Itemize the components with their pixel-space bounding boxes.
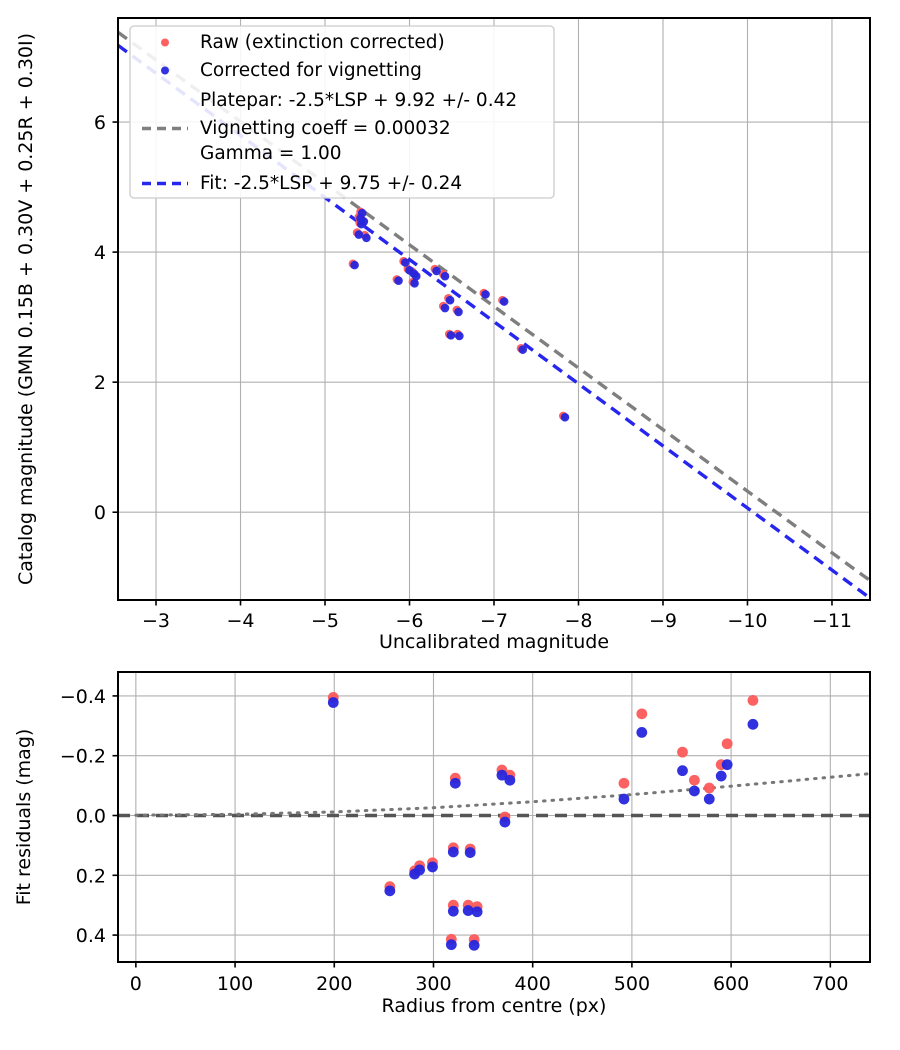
xtick-label: 600 — [713, 973, 749, 995]
legend-label: Raw (extinction corrected) — [200, 32, 445, 53]
data-point — [394, 276, 403, 285]
top-yaxis-label: Catalog magnitude (GMN 0.15B + 0.30V + 0… — [15, 33, 37, 585]
data-point — [355, 230, 364, 239]
xtick-label: −9 — [649, 610, 677, 632]
bottom-plot-area — [118, 672, 870, 962]
xtick-label: −4 — [227, 610, 255, 632]
ytick-label: −0.2 — [60, 746, 106, 768]
xtick-label: −6 — [395, 610, 423, 632]
data-point — [748, 719, 759, 730]
data-point — [362, 233, 371, 242]
legend-label: Platepar: -2.5*LSP + 9.92 +/- 0.42 — [200, 90, 517, 111]
ytick-label: 0.0 — [76, 806, 106, 828]
data-point — [619, 778, 630, 789]
xtick-label: −3 — [142, 610, 170, 632]
xtick-label: 200 — [316, 973, 352, 995]
data-point — [412, 272, 421, 281]
ytick-label: 0.4 — [76, 925, 106, 947]
data-point — [446, 296, 455, 305]
data-point — [441, 304, 450, 313]
data-point — [455, 332, 464, 341]
legend-label: Corrected for vignetting — [200, 60, 422, 81]
data-point — [481, 290, 490, 299]
legend-label: Gamma = 1.00 — [200, 143, 342, 164]
data-point — [500, 297, 509, 306]
top-axes: −3 −4 −5 −6 −7 −8 −9 −10 −11 0 2 4 6 Uncalibrated m… — [15, 18, 870, 653]
data-point — [518, 345, 527, 354]
data-point — [689, 786, 700, 797]
data-point — [504, 775, 515, 786]
data-point — [704, 783, 715, 794]
data-point — [619, 794, 630, 805]
data-point — [450, 778, 461, 789]
legend-marker — [161, 67, 169, 75]
data-point — [748, 695, 759, 706]
data-point — [500, 817, 511, 828]
xtick-label: −7 — [480, 610, 508, 632]
xtick-label: 700 — [812, 973, 848, 995]
data-point — [689, 775, 700, 786]
xtick-label: −8 — [564, 610, 592, 632]
xtick-label: 400 — [515, 973, 551, 995]
data-point — [328, 697, 339, 708]
legend-marker — [161, 39, 169, 47]
ytick-label: 2 — [94, 372, 106, 394]
figure-root: −3 −4 −5 −6 −7 −8 −9 −10 −11 0 2 4 6 Uncalibrated m… — [0, 0, 900, 1050]
data-point — [427, 862, 438, 873]
xtick-label: 300 — [415, 973, 451, 995]
xtick-label: 100 — [217, 973, 253, 995]
data-point — [414, 865, 425, 876]
data-point — [677, 765, 688, 776]
data-point — [561, 413, 570, 422]
data-point — [636, 708, 647, 719]
xtick-label: −11 — [812, 610, 852, 632]
data-point — [636, 727, 647, 738]
xtick-label: −10 — [727, 610, 767, 632]
data-point — [677, 747, 688, 758]
data-point — [446, 939, 457, 950]
data-point — [401, 258, 410, 267]
xtick-label: −5 — [311, 610, 339, 632]
data-point — [448, 906, 459, 917]
data-point — [350, 261, 359, 270]
legend-label: Vignetting coeff = 0.00032 — [200, 118, 451, 139]
data-point — [447, 331, 456, 340]
ytick-label: 4 — [94, 242, 106, 264]
xtick-label: 0 — [130, 973, 142, 995]
legend-label: Fit: -2.5*LSP + 9.75 +/- 0.24 — [200, 173, 462, 194]
matplotlib-figure: −3 −4 −5 −6 −7 −8 −9 −10 −11 0 2 4 6 Uncalibrated m… — [0, 0, 900, 1050]
ytick-label: −0.4 — [60, 686, 106, 708]
data-point — [465, 847, 476, 858]
bottom-yaxis-label: Fit residuals (mag) — [13, 729, 35, 906]
ytick-label: 0.2 — [76, 865, 106, 887]
data-point — [441, 272, 450, 281]
ytick-label: 0 — [94, 502, 106, 524]
data-point — [704, 794, 715, 805]
top-xaxis-label: Uncalibrated magnitude — [379, 631, 609, 653]
data-point — [716, 771, 727, 782]
data-point — [448, 847, 459, 858]
top-xtick-labels: −3 −4 −5 −6 −7 −8 −9 −10 −11 — [142, 610, 852, 632]
legend: Raw (extinction corrected) Corrected for … — [130, 26, 554, 198]
data-point — [472, 906, 483, 917]
data-point — [722, 759, 733, 770]
data-point — [432, 267, 441, 276]
ytick-label: 6 — [94, 112, 106, 134]
data-point — [410, 279, 419, 288]
xtick-label: 500 — [614, 973, 650, 995]
data-point — [357, 220, 366, 229]
data-point — [469, 940, 480, 951]
data-point — [384, 885, 395, 896]
data-point — [454, 308, 463, 317]
bottom-xaxis-label: Radius from centre (px) — [382, 995, 607, 1017]
data-point — [722, 738, 733, 749]
